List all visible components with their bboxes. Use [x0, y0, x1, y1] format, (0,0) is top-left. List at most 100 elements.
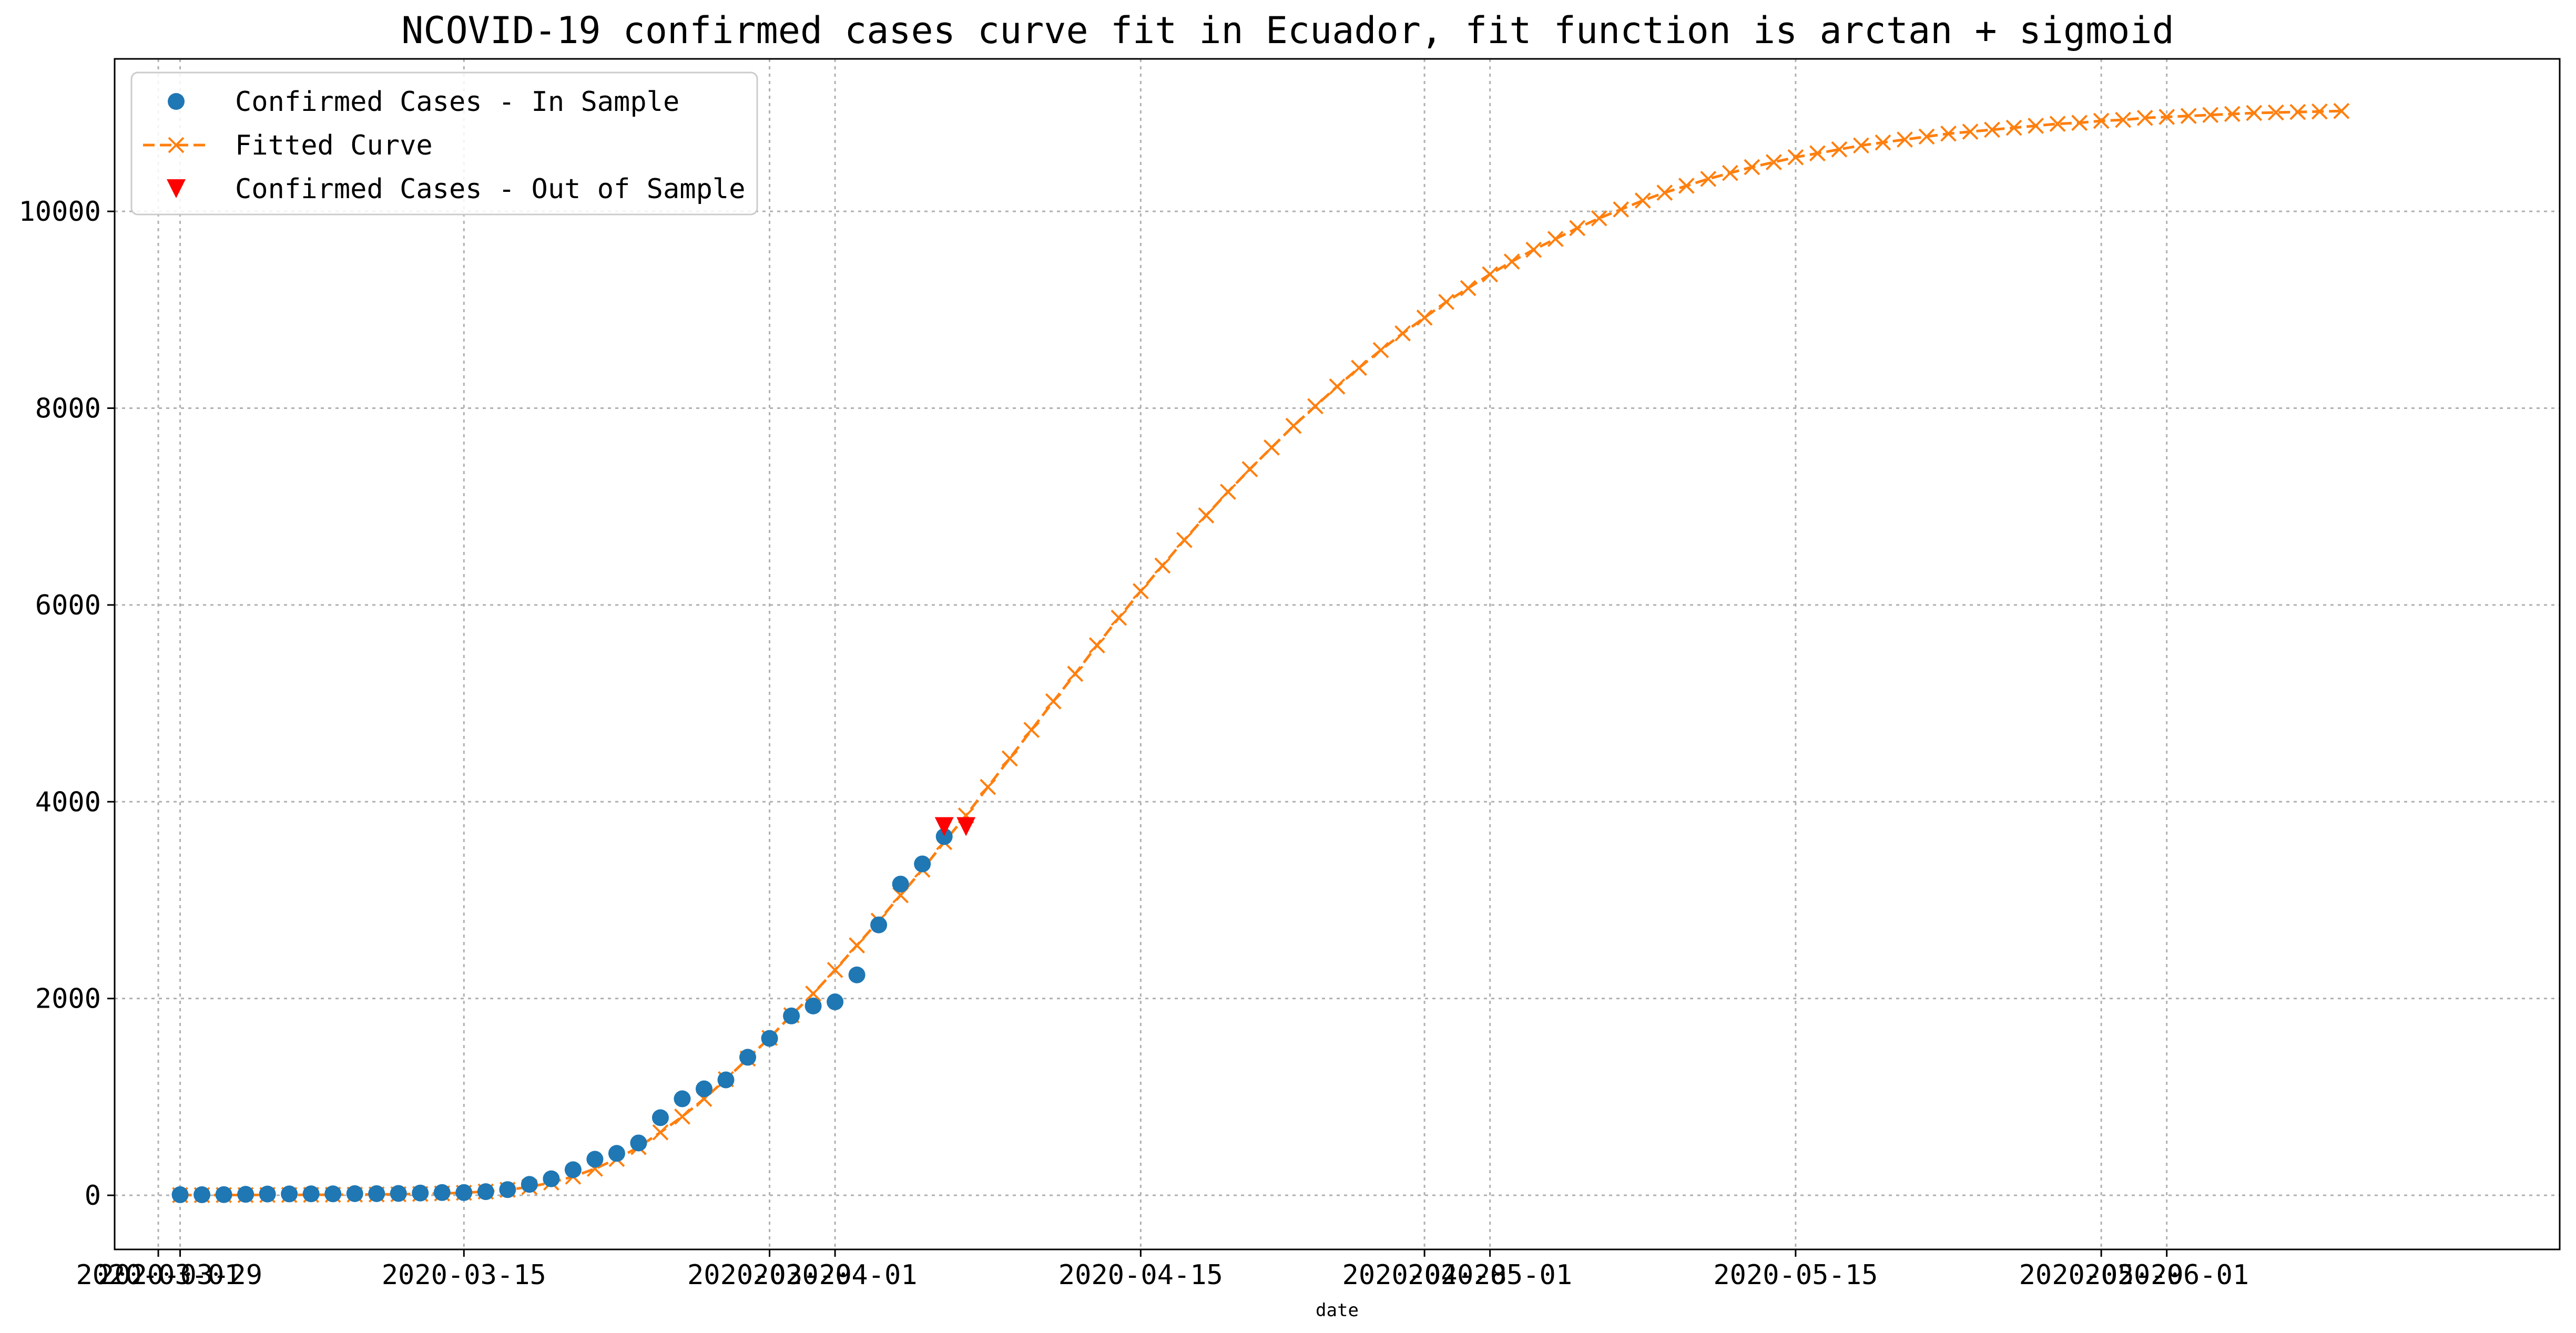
fitted-point: [1198, 507, 1215, 524]
y-tick-label: 2000: [35, 983, 101, 1015]
data-point: [237, 1186, 254, 1203]
fitted-point: [1351, 360, 1367, 376]
x-tick-label: 2020-05-15: [1713, 1259, 1878, 1291]
fitted-point: [1744, 159, 1760, 176]
fitted-point: [2136, 109, 2153, 126]
fitted-point: [1154, 557, 1171, 574]
fitted-point: [2246, 105, 2263, 121]
y-tick-label: 8000: [35, 393, 101, 425]
data-point: [827, 993, 844, 1011]
fitted-point: [1219, 484, 1236, 500]
fitted-point: [1023, 722, 1040, 739]
fitted-point: [1547, 231, 1564, 247]
fitted-point: [1962, 124, 1979, 140]
data-point: [761, 1030, 778, 1047]
data-point: [935, 828, 953, 845]
data-point: [324, 1185, 342, 1203]
data-point: [805, 997, 822, 1014]
fitted-point: [1307, 398, 1323, 415]
data-point: [412, 1184, 429, 1202]
fitted-point: [1438, 293, 1455, 310]
chart-title: NCOVID-19 confirmed cases curve fit in E…: [401, 9, 2174, 52]
data-point: [346, 1185, 363, 1202]
out-of-sample-point: [956, 817, 976, 836]
series-2: [934, 817, 976, 836]
fitted-point: [2180, 108, 2197, 124]
fitted-point: [1569, 220, 1586, 237]
legend-label: Confirmed Cases - Out of Sample: [235, 173, 746, 205]
x-tick-label: 2020-03-29: [98, 1259, 262, 1291]
fitted-point: [1613, 201, 1630, 218]
data-point: [455, 1184, 473, 1201]
fitted-point: [674, 1108, 690, 1125]
fitted-point: [1001, 750, 1018, 767]
fitted-point: [1765, 154, 1782, 170]
data-point: [892, 875, 909, 893]
fitted-point: [1809, 145, 1826, 162]
legend: Confirmed Cases - In Sample Fitted Curve C…: [130, 71, 758, 216]
data-point: [171, 1186, 189, 1203]
fitted-point: [1067, 665, 1084, 682]
fitted-point: [1678, 178, 1695, 194]
data-point: [281, 1185, 298, 1203]
fitted-point: [2224, 106, 2241, 122]
fitted-point: [1372, 342, 1389, 358]
fitted-point: [2093, 112, 2110, 129]
data-point: [215, 1186, 232, 1203]
fitted-point: [1591, 210, 1607, 227]
fitted-point: [1241, 461, 1258, 477]
series-0: [171, 828, 953, 1203]
fitted-point: [1045, 693, 1062, 710]
fitted-point: [2311, 103, 2328, 120]
data-point: [543, 1170, 560, 1187]
fitted-point: [1264, 439, 1280, 456]
fitted-point: [2005, 119, 2022, 136]
y-tick-label: 4000: [35, 786, 101, 818]
fitted-point: [805, 985, 821, 1002]
series-layer: [171, 102, 2350, 1204]
x-tick-label: 2020-03-01: [76, 1259, 240, 1291]
data-point: [564, 1161, 582, 1178]
data-point: [608, 1145, 625, 1162]
fitted-point: [2289, 104, 2306, 120]
fitted-point: [1918, 128, 1935, 145]
x-axis-label: date: [1316, 1300, 1359, 1321]
x-tick-label: 2020-04-01: [753, 1259, 918, 1291]
fitted-point: [2071, 115, 2088, 131]
data-point: [390, 1185, 407, 1202]
y-tick-label: 10000: [18, 196, 101, 228]
data-point: [477, 1183, 494, 1201]
fitted-point: [1132, 583, 1149, 600]
out-of-sample-point: [934, 817, 954, 836]
fitted-point: [1787, 149, 1804, 166]
fitted-point: [1176, 531, 1193, 548]
fitted-point: [652, 1124, 669, 1141]
data-point: [717, 1071, 735, 1089]
data-point: [651, 1109, 669, 1126]
x-tick-label: 2020-05-29: [2019, 1259, 2184, 1291]
fitted-point: [1525, 241, 1542, 258]
fitted-point: [1482, 266, 1499, 283]
legend-marker: [167, 179, 186, 198]
y-tick-label: 6000: [35, 590, 101, 621]
fitted-point: [2267, 104, 2284, 121]
fitted-point: [1460, 280, 1477, 296]
fitted-point: [1656, 184, 1673, 201]
fitted-point: [2333, 102, 2350, 119]
fitted-point: [1634, 192, 1651, 209]
data-point: [368, 1185, 385, 1202]
x-tick-label: 2020-03-29: [687, 1259, 852, 1291]
fitted-point: [1831, 141, 1848, 158]
fitted-curve-line: [180, 109, 2341, 1197]
fitted-point: [1897, 131, 1913, 148]
data-point: [194, 1186, 211, 1203]
data-point: [259, 1185, 276, 1203]
fitted-point: [1416, 309, 1433, 326]
fitted-point: [980, 778, 996, 795]
fitted-point: [1503, 253, 1520, 270]
series-1: [172, 102, 2350, 1204]
fitted-point: [2028, 117, 2044, 134]
data-point: [586, 1151, 604, 1168]
data-point: [783, 1007, 800, 1024]
